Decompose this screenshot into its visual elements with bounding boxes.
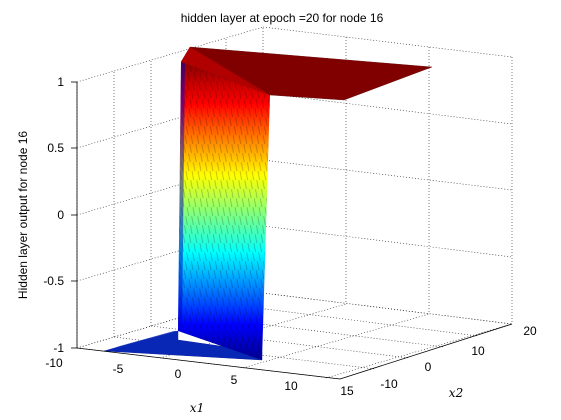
x-tick-label: 15	[340, 384, 354, 398]
x-tick-label: -10	[45, 356, 63, 370]
x-tick-label: 5	[231, 373, 238, 387]
z-tick-label: 0	[57, 208, 64, 222]
y-tick-label: 0	[425, 360, 432, 374]
surface-step-edge	[178, 60, 185, 331]
y-tick-label: 20	[523, 324, 537, 338]
y-ticks: -10 0 10 20	[380, 324, 537, 391]
z-tick-label: 1	[57, 75, 64, 89]
y-tick-label: 10	[471, 344, 485, 358]
z-ticks: 1 0.5 0 -0.5 -1	[43, 75, 77, 355]
surface-low-plateau-front	[104, 331, 262, 360]
x-tick-label: 10	[284, 379, 298, 393]
y-axis-label: x2	[449, 386, 463, 400]
x-ticks: -10 -5 0 5 10 15	[45, 356, 354, 398]
surface-high-plateau-fold	[181, 47, 270, 95]
y-tick-label: -10	[380, 377, 398, 391]
z-tick-label: -1	[53, 341, 64, 355]
x-tick-label: -5	[113, 362, 124, 376]
chart-title: hidden layer at epoch =20 for node 16	[181, 11, 384, 25]
x-axis-label: x1	[190, 401, 204, 415]
floor-grid	[76, 292, 513, 380]
surface-step-wall-mesh	[178, 62, 270, 360]
z-tick-label: -0.5	[43, 274, 64, 288]
z-axis-label: Hidden layer output for node 16	[16, 131, 30, 299]
z-tick-label: 0.5	[47, 141, 64, 155]
x-tick-label: 0	[175, 367, 182, 381]
side-wall-grid	[262, 26, 513, 325]
axes-lines	[76, 82, 513, 380]
